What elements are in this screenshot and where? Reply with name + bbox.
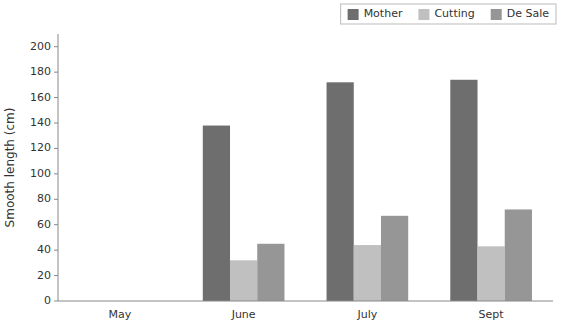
y-tick-label: 200 [30, 40, 51, 53]
legend-item: De Sale [491, 7, 550, 20]
legend-label: Cutting [434, 7, 474, 20]
y-tick [54, 275, 58, 276]
y-tick-label: 180 [30, 65, 51, 78]
y-axis-label: Smooth length (cm) [3, 108, 17, 228]
x-tick-label: May [109, 308, 132, 321]
y-tick [54, 224, 58, 225]
legend-label: Mother [364, 7, 403, 20]
chart: 0 20 40 60 80 100 120 140 160 180 200 Smooth length… [0, 0, 567, 329]
bar [257, 244, 284, 301]
bar [381, 216, 408, 301]
y-tick [54, 148, 58, 149]
bars [203, 80, 532, 301]
x-tick-label: June [231, 308, 256, 321]
y-tick [54, 46, 58, 47]
y-tick [54, 250, 58, 251]
y-tick-label: 20 [37, 269, 51, 282]
y-tick-label: 60 [37, 218, 51, 231]
x-tick-label: Sept [479, 308, 505, 321]
bar [230, 260, 257, 301]
legend-item: Cutting [418, 7, 474, 20]
bar [354, 245, 381, 301]
legend-label: De Sale [507, 7, 550, 20]
x-axis: May June July Sept [58, 301, 553, 321]
legend-frame [341, 4, 556, 24]
y-tick [54, 199, 58, 200]
legend: Mother Cutting De Sale [341, 4, 556, 24]
x-axis-line [58, 301, 553, 302]
y-tick [54, 173, 58, 174]
legend-item: Mother [348, 7, 403, 20]
y-tick-label: 40 [37, 243, 51, 256]
y-tick-label: 100 [30, 167, 51, 180]
y-tick [54, 301, 58, 302]
legend-swatch [348, 9, 359, 20]
chart-container: 0 20 40 60 80 100 120 140 160 180 200 Smooth length… [0, 0, 567, 329]
bar [203, 126, 230, 301]
y-tick-label: 160 [30, 91, 51, 104]
bar [505, 209, 532, 301]
y-tick-label: 0 [44, 294, 51, 307]
x-tick-label: July [356, 308, 377, 321]
bar [478, 246, 505, 301]
y-tick-label: 120 [30, 141, 51, 154]
y-tick-label: 140 [30, 116, 51, 129]
y-tick-label: 80 [37, 192, 51, 205]
y-tick [54, 72, 58, 73]
y-tick [54, 123, 58, 124]
y-axis: 0 20 40 60 80 100 120 140 160 180 200 [30, 34, 58, 307]
legend-swatch [418, 9, 429, 20]
y-tick [54, 97, 58, 98]
bar [327, 82, 354, 301]
y-axis-line [58, 34, 59, 301]
legend-swatch [491, 9, 502, 20]
bar [450, 80, 477, 301]
